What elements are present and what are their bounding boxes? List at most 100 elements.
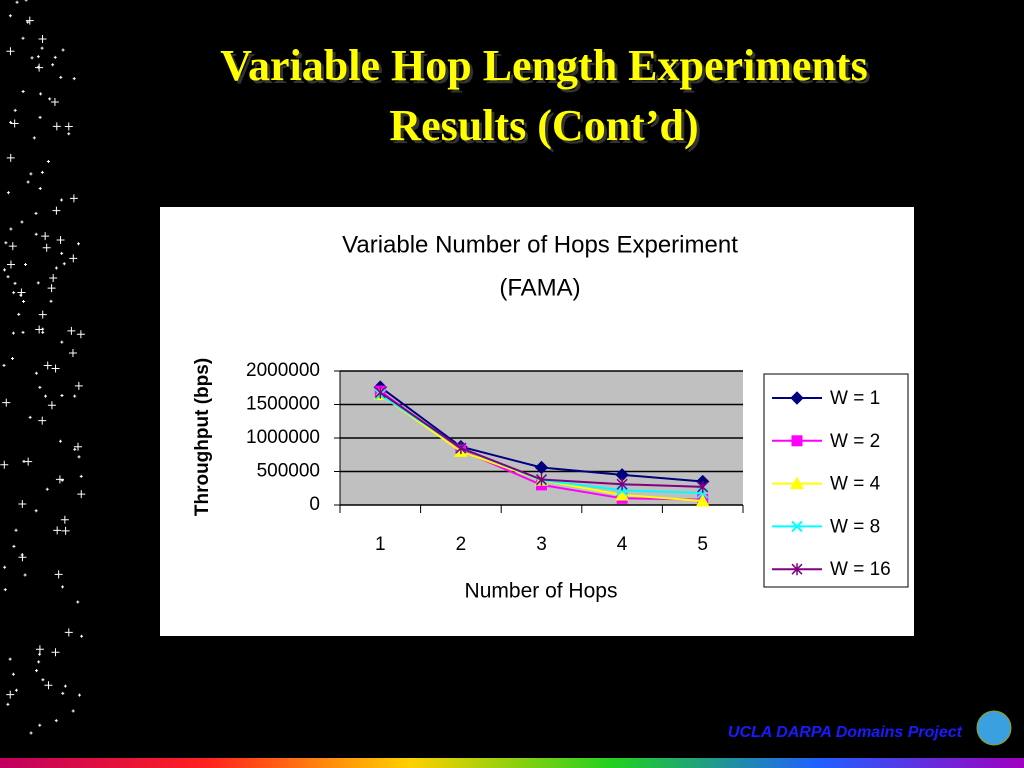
star <box>38 115 42 119</box>
chart-title: (FAMA) <box>499 274 580 301</box>
star <box>61 526 70 535</box>
star <box>36 55 40 59</box>
star <box>53 55 57 59</box>
star <box>79 474 83 478</box>
star <box>69 254 78 263</box>
star <box>12 291 16 295</box>
star <box>34 232 38 236</box>
star <box>6 275 10 279</box>
star <box>11 672 15 676</box>
star <box>12 544 16 548</box>
star <box>60 515 69 524</box>
marker <box>791 563 803 576</box>
star <box>3 268 7 272</box>
star <box>24 457 33 466</box>
x-tick-label: 4 <box>617 534 628 555</box>
star <box>4 241 8 245</box>
star <box>52 206 61 215</box>
star <box>10 119 19 128</box>
x-tick-label: 2 <box>456 534 467 555</box>
star <box>68 349 77 358</box>
star <box>40 46 44 50</box>
rainbow-bar <box>0 758 1024 768</box>
star <box>2 398 11 407</box>
star <box>26 180 30 184</box>
star <box>46 160 50 164</box>
marker <box>790 476 804 490</box>
marker <box>697 480 709 493</box>
star <box>13 108 17 112</box>
star <box>28 415 32 419</box>
legend-label: W = 1 <box>830 388 880 409</box>
star <box>71 709 75 713</box>
star <box>60 393 64 397</box>
star <box>74 381 83 390</box>
star <box>39 92 43 96</box>
star <box>35 645 44 654</box>
x-axis-label: Number of Hops <box>465 580 618 603</box>
star <box>13 281 17 285</box>
star <box>53 526 62 535</box>
chart-title: Variable Number of Hops Experiment <box>342 231 738 258</box>
star <box>51 364 60 373</box>
star <box>59 75 63 79</box>
star <box>47 401 56 410</box>
legend-label: W = 8 <box>830 516 880 537</box>
marker <box>616 478 628 491</box>
star <box>43 361 52 370</box>
marker <box>790 391 804 405</box>
star <box>6 690 15 699</box>
star <box>61 585 65 589</box>
star <box>41 678 45 682</box>
star <box>6 260 15 269</box>
star <box>44 681 53 690</box>
star <box>55 475 64 484</box>
star <box>80 634 84 638</box>
star <box>2 363 6 367</box>
star <box>15 0 19 4</box>
star <box>36 65 40 69</box>
star <box>6 153 15 162</box>
star <box>38 385 42 389</box>
title-line: Variable Hop Length Experiments <box>220 41 867 90</box>
star <box>38 416 47 425</box>
star <box>72 77 76 81</box>
star <box>45 487 49 491</box>
star <box>17 288 26 297</box>
star <box>29 731 33 735</box>
star <box>77 242 81 246</box>
star <box>74 442 83 451</box>
y-axis-label: Throughput (bps) <box>192 358 213 516</box>
marker <box>455 442 467 455</box>
marker <box>374 386 386 399</box>
star <box>8 657 12 661</box>
star <box>3 565 7 569</box>
star <box>34 509 38 513</box>
star <box>67 132 71 136</box>
star <box>76 600 80 604</box>
star <box>48 97 52 101</box>
star <box>35 63 44 72</box>
y-tick-label: 500000 <box>257 461 320 482</box>
star <box>44 394 48 398</box>
y-tick-label: 1500000 <box>246 394 320 415</box>
y-tick-label: 1000000 <box>246 427 320 448</box>
star <box>22 300 26 304</box>
star <box>35 669 39 673</box>
star <box>69 194 78 203</box>
star <box>21 90 25 94</box>
star <box>49 299 53 303</box>
star <box>61 691 65 695</box>
star <box>63 684 67 688</box>
star <box>11 357 15 361</box>
star <box>73 394 77 398</box>
star <box>20 220 24 224</box>
star <box>17 312 21 316</box>
star <box>30 56 34 60</box>
star <box>9 227 13 231</box>
star <box>61 48 65 52</box>
star <box>35 325 44 334</box>
star <box>37 660 41 664</box>
star <box>14 528 18 532</box>
